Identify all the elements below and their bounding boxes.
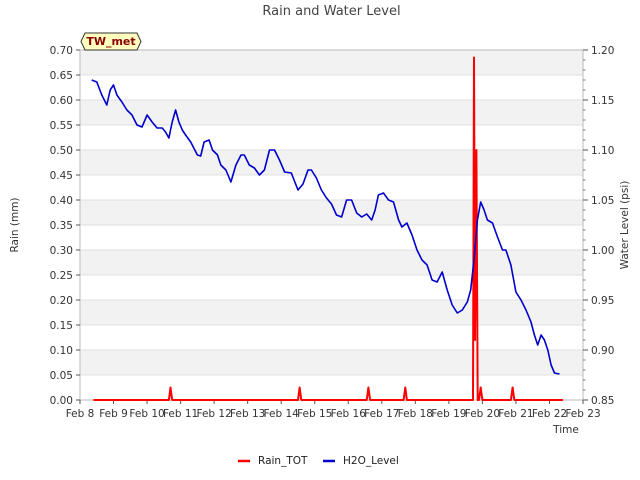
x-tick-label: Feb 9 [99, 408, 128, 420]
left-axis: 0.00 0.05 0.10 0.15 0.20 0.25 0.30 0.35 0.40 0.45… [50, 45, 80, 407]
grid-band [80, 225, 583, 250]
right-axis: 0.85 0.90 0.95 1.00 1.05 1.10 1.15 1.20 [583, 45, 614, 407]
left-tick-label: 0.30 [50, 245, 73, 257]
right-tick-label: 1.05 [591, 195, 614, 207]
x-tick-label: Feb 21 [498, 408, 533, 420]
grid-band [80, 300, 583, 325]
left-tick-label: 0.40 [50, 195, 73, 207]
legend-label: H2O_Level [343, 455, 399, 467]
left-tick-label: 0.70 [50, 45, 73, 57]
right-tick-label: 0.90 [591, 345, 614, 357]
grid-band [80, 75, 583, 100]
left-tick-label: 0.20 [50, 295, 73, 307]
legend: Rain_TOT H2O_Level [238, 455, 399, 467]
grid-band [80, 50, 583, 75]
x-tick-label: Feb 10 [129, 408, 164, 420]
left-tick-label: 0.35 [50, 220, 73, 232]
x-tick-label: Feb 13 [230, 408, 265, 420]
grid-bands [80, 50, 583, 400]
chart-title: Rain and Water Level [262, 4, 400, 19]
left-tick-label: 0.60 [50, 95, 73, 107]
left-tick-label: 0.45 [50, 170, 73, 182]
right-tick-label: 0.85 [591, 395, 614, 407]
x-tick-label: Feb 14 [264, 408, 300, 420]
grid-band [80, 125, 583, 150]
x-tick-label: Feb 22 [532, 408, 567, 420]
right-tick-label: 1.15 [591, 95, 614, 107]
x-tick-label: Feb 16 [331, 408, 367, 420]
x-axis-title: Time [552, 424, 579, 436]
grid-band [80, 175, 583, 200]
badge-label: TW_met [86, 35, 135, 48]
series-line-h2o-level [91, 79, 560, 375]
x-tick-label: Feb 11 [163, 408, 198, 420]
left-tick-label: 0.50 [50, 145, 73, 157]
right-tick-label: 1.20 [591, 45, 614, 57]
x-tick-label: Feb 18 [398, 408, 433, 420]
grid-band [80, 150, 583, 175]
grid-band [80, 375, 583, 400]
grid-band [80, 250, 583, 275]
badge-shape [80, 32, 142, 51]
left-tick-label: 0.00 [50, 395, 73, 407]
x-tick-label: Feb 20 [465, 408, 500, 420]
x-tick-label: Feb 8 [66, 408, 95, 420]
right-tick-label: 0.95 [591, 295, 614, 307]
left-tick-label: 0.05 [50, 370, 73, 382]
left-axis-title: Rain (mm) [9, 197, 21, 252]
x-tick-label: Feb 17 [364, 408, 399, 420]
right-tick-label: 1.10 [591, 145, 614, 157]
left-tick-label: 0.55 [50, 120, 73, 132]
series-layer [91, 56, 563, 401]
x-tick-label: Feb 23 [565, 408, 600, 420]
grid-band [80, 350, 583, 375]
grid-band [80, 275, 583, 300]
left-tick-label: 0.25 [50, 270, 73, 282]
x-tick-label: Feb 15 [297, 408, 332, 420]
x-tick-label: Feb 19 [431, 408, 466, 420]
left-tick-label: 0.10 [50, 345, 73, 357]
right-tick-label: 1.00 [591, 245, 614, 257]
grid-band [80, 325, 583, 350]
station-badge: TW_met [80, 32, 142, 51]
legend-label: Rain_TOT [258, 455, 308, 467]
series-line-rain-tot [93, 56, 563, 401]
x-tick-label: Feb 12 [196, 408, 231, 420]
grid-band [80, 100, 583, 125]
right-axis-title: Water Level (psi) [619, 181, 631, 270]
left-tick-label: 0.65 [50, 70, 73, 82]
left-tick-label: 0.15 [50, 320, 73, 332]
